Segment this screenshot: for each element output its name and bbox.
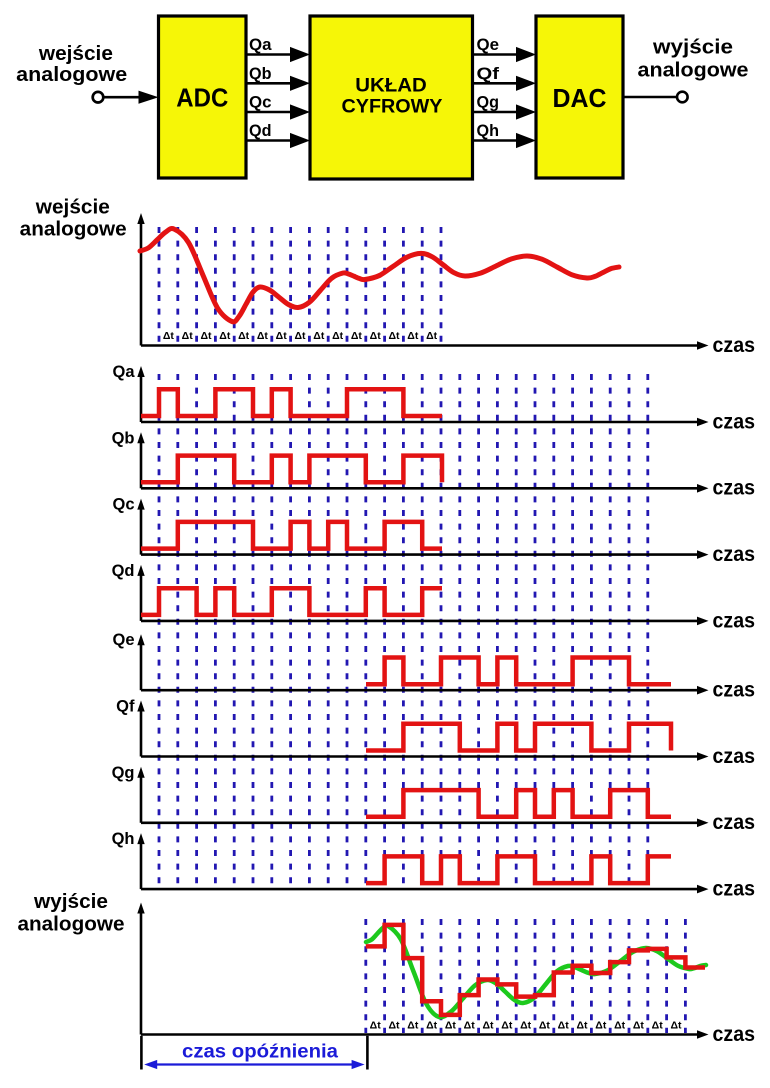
svg-text:Qc: Qc (249, 94, 272, 112)
svg-text:czas: czas (713, 878, 756, 901)
svg-text:Qd: Qd (249, 122, 272, 140)
svg-text:Δt: Δt (633, 1020, 645, 1032)
svg-text:Qa: Qa (249, 36, 272, 54)
svg-text:Δt: Δt (407, 330, 419, 342)
svg-text:Δt: Δt (501, 1020, 513, 1032)
svg-text:czas: czas (713, 334, 756, 357)
svg-text:Qb: Qb (112, 429, 135, 447)
svg-text:Δt: Δt (576, 1020, 588, 1032)
svg-text:Δt: Δt (482, 1020, 494, 1032)
svg-text:czas opóźnienia: czas opóźnienia (182, 1042, 338, 1063)
svg-text:Qh: Qh (477, 122, 500, 140)
svg-text:czas: czas (713, 811, 756, 834)
svg-text:czas: czas (713, 477, 756, 500)
svg-text:analogowe: analogowe (20, 219, 127, 241)
svg-text:Δt: Δt (426, 330, 438, 342)
svg-text:Δt: Δt (670, 1020, 682, 1032)
svg-text:Qf: Qf (116, 698, 135, 716)
svg-text:Δt: Δt (313, 330, 325, 342)
svg-text:Qg: Qg (477, 94, 500, 112)
svg-text:Δt: Δt (407, 1020, 419, 1032)
svg-text:Qe: Qe (112, 631, 134, 649)
svg-text:wejście: wejście (35, 197, 110, 219)
svg-text:Δt: Δt (351, 330, 363, 342)
svg-text:Δt: Δt (182, 330, 194, 342)
svg-text:ADC: ADC (176, 83, 228, 113)
svg-text:UKŁAD: UKŁAD (355, 74, 427, 96)
svg-text:Δt: Δt (238, 330, 250, 342)
svg-text:czas: czas (713, 1023, 756, 1046)
svg-text:Δt: Δt (558, 1020, 570, 1032)
svg-text:czas: czas (713, 543, 756, 566)
svg-text:Qd: Qd (112, 562, 135, 580)
svg-text:wyjście: wyjście (652, 37, 733, 59)
svg-text:wejście: wejście (38, 43, 113, 65)
svg-text:czas: czas (713, 410, 756, 433)
svg-text:analogowe: analogowe (16, 64, 127, 86)
svg-text:Δt: Δt (294, 330, 306, 342)
svg-text:Δt: Δt (163, 330, 175, 342)
svg-text:czas: czas (713, 609, 756, 632)
svg-text:Δt: Δt (332, 330, 344, 342)
svg-text:Qf: Qf (477, 65, 500, 83)
svg-text:Δt: Δt (388, 330, 400, 342)
svg-text:Δt: Δt (257, 330, 269, 342)
svg-text:analogowe: analogowe (638, 60, 749, 82)
svg-text:Δt: Δt (370, 330, 382, 342)
svg-text:Δt: Δt (595, 1020, 607, 1032)
svg-text:Δt: Δt (652, 1020, 664, 1032)
svg-text:analogowe: analogowe (18, 914, 125, 936)
svg-text:Qc: Qc (112, 496, 134, 514)
svg-text:Qe: Qe (477, 36, 500, 54)
svg-text:Qg: Qg (112, 764, 135, 782)
svg-text:Δt: Δt (219, 330, 231, 342)
svg-text:CYFROWY: CYFROWY (342, 95, 443, 117)
svg-text:Δt: Δt (614, 1020, 626, 1032)
svg-text:Δt: Δt (520, 1020, 532, 1032)
svg-text:czas: czas (713, 679, 756, 702)
svg-text:Δt: Δt (464, 1020, 476, 1032)
svg-text:Δt: Δt (388, 1020, 400, 1032)
svg-text:Δt: Δt (276, 330, 288, 342)
svg-text:Δt: Δt (426, 1020, 438, 1032)
svg-text:Δt: Δt (370, 1020, 382, 1032)
svg-text:Qb: Qb (249, 65, 272, 83)
svg-text:Δt: Δt (445, 1020, 457, 1032)
svg-text:Qh: Qh (112, 830, 135, 848)
svg-text:wyjście: wyjście (33, 891, 108, 913)
svg-text:Qa: Qa (112, 363, 135, 381)
svg-text:Δt: Δt (539, 1020, 551, 1032)
svg-text:DAC: DAC (553, 83, 607, 113)
svg-text:Δt: Δt (200, 330, 212, 342)
svg-text:czas: czas (713, 745, 756, 768)
